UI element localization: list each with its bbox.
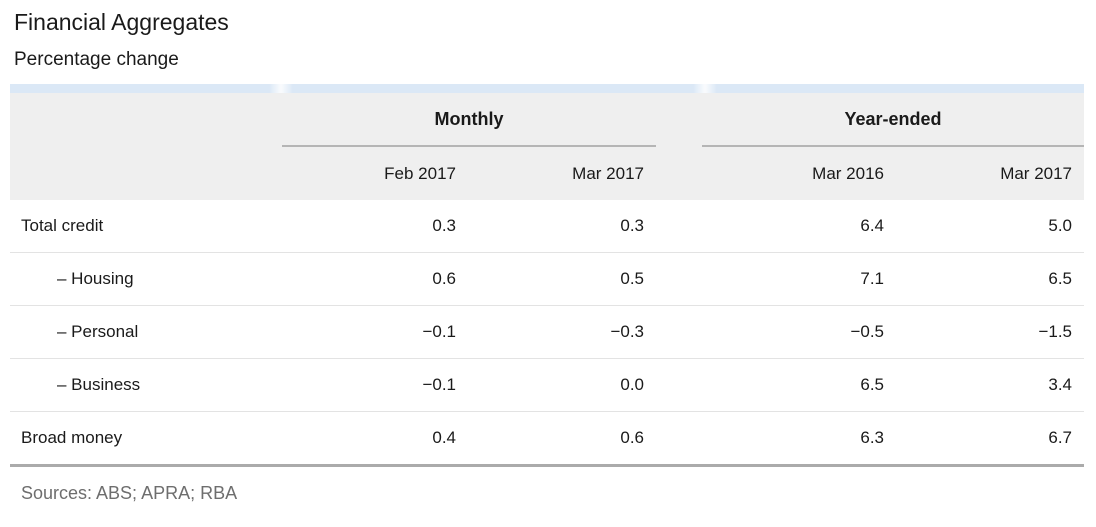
table-row-broad-money: Broad money 0.4 0.6 6.3 6.7 (10, 411, 1085, 467)
corner-cell (10, 146, 282, 200)
table-body: Total credit 0.3 0.3 6.4 5.0 – Housing 0… (10, 200, 1085, 467)
value-cell: −0.1 (282, 305, 468, 359)
value-cell: 5.0 (896, 200, 1085, 253)
row-label: Total credit (10, 200, 282, 253)
table-header: Monthly Year-ended Feb 2017 Mar 2017 Mar… (10, 93, 1085, 200)
value-cell: 0.6 (468, 411, 656, 467)
spacer-cell (656, 252, 702, 306)
strip-gap (269, 84, 293, 93)
page-subtitle: Percentage change (14, 49, 179, 70)
value-cell: 6.7 (896, 411, 1085, 467)
column-header-mar-2017-monthly: Mar 2017 (468, 146, 656, 200)
value-cell: 0.4 (282, 411, 468, 467)
group-header-year-ended: Year-ended (702, 93, 1085, 147)
value-cell: 6.3 (702, 411, 896, 467)
page-title: Financial Aggregates (14, 9, 229, 35)
value-cell: −1.5 (896, 305, 1085, 359)
spacer-cell (656, 358, 702, 412)
row-label: – Housing (10, 252, 282, 306)
strip-gap (693, 84, 717, 93)
value-cell: 3.4 (896, 358, 1085, 412)
value-cell: 0.5 (468, 252, 656, 306)
column-header-mar-2017-year-ended: Mar 2017 (896, 146, 1085, 200)
spacer-cell (656, 411, 702, 467)
value-cell: 0.3 (282, 200, 468, 253)
value-cell: 0.0 (468, 358, 656, 412)
value-cell: 6.5 (702, 358, 896, 412)
column-header-row: Feb 2017 Mar 2017 Mar 2016 Mar 2017 (10, 146, 1085, 200)
value-cell: −0.5 (702, 305, 896, 359)
group-gap-cell (656, 146, 702, 200)
spacer-cell (656, 305, 702, 359)
value-cell: 0.3 (468, 200, 656, 253)
group-header-monthly: Monthly (282, 93, 656, 147)
table-row-personal: – Personal −0.1 −0.3 −0.5 −1.5 (10, 305, 1085, 359)
table-row-housing: – Housing 0.6 0.5 7.1 6.5 (10, 252, 1085, 306)
column-header-mar-2016: Mar 2016 (702, 146, 896, 200)
spacer-cell (656, 200, 702, 253)
sources-note: Sources: ABS; APRA; RBA (21, 483, 238, 503)
table-row-business: – Business −0.1 0.0 6.5 3.4 (10, 358, 1085, 412)
row-label: – Business (10, 358, 282, 412)
value-cell: 6.4 (702, 200, 896, 253)
corner-cell (10, 93, 282, 146)
row-label: – Personal (10, 305, 282, 359)
value-cell: 7.1 (702, 252, 896, 306)
value-cell: −0.3 (468, 305, 656, 359)
column-header-feb-2017: Feb 2017 (282, 146, 468, 200)
value-cell: 0.6 (282, 252, 468, 306)
value-cell: 6.5 (896, 252, 1085, 306)
row-label: Broad money (10, 411, 282, 467)
value-cell: −0.1 (282, 358, 468, 412)
table-accent-strip (10, 84, 1084, 93)
financial-aggregates-table: Monthly Year-ended Feb 2017 Mar 2017 Mar… (10, 93, 1085, 467)
group-gap-cell (656, 93, 702, 146)
column-group-row: Monthly Year-ended (10, 93, 1085, 147)
table-row-total-credit: Total credit 0.3 0.3 6.4 5.0 (10, 200, 1085, 253)
